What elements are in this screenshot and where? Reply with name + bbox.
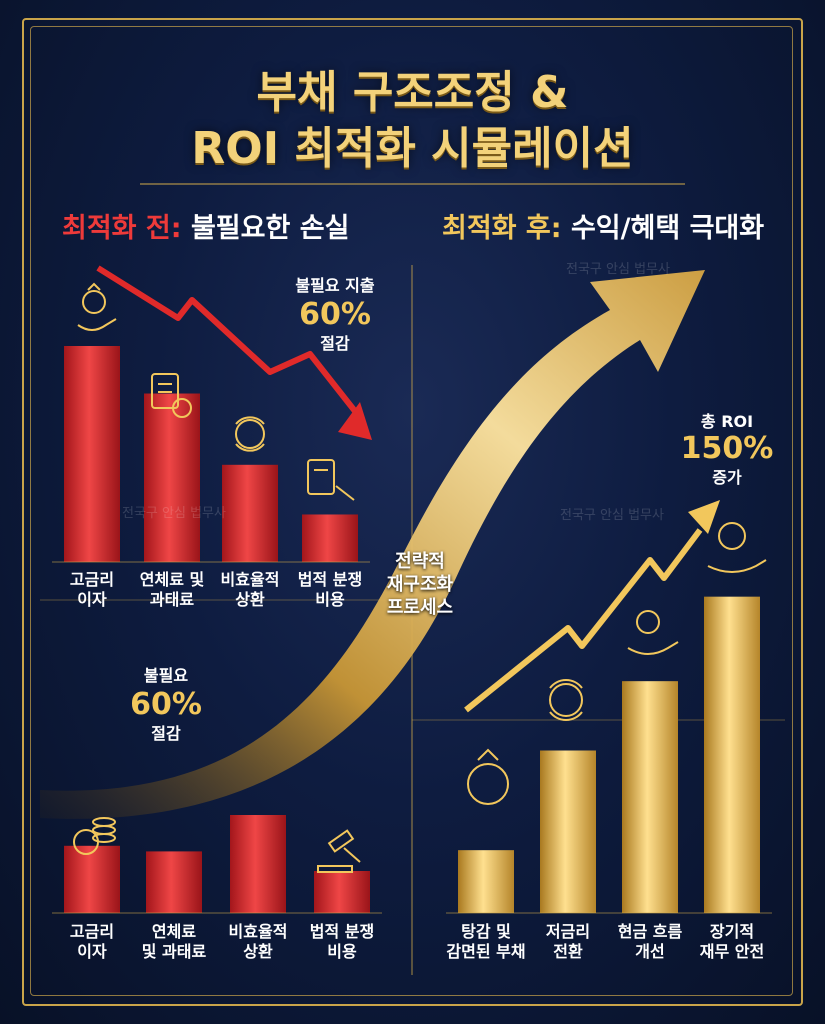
watermark-3: 전국구 안심 법무사 bbox=[560, 508, 664, 523]
rise-arrow bbox=[464, 528, 703, 713]
before-bottom-callout-post: 절감 bbox=[151, 724, 181, 743]
after-bar-3 bbox=[622, 681, 678, 913]
before-bottom-callout-pre: 불필요 bbox=[143, 666, 189, 685]
before-top-callout-post: 절감 bbox=[320, 334, 350, 353]
roi-callout-post: 증가 bbox=[712, 468, 742, 487]
decline-arrow-head bbox=[338, 402, 372, 440]
before-top-callout-value: 60% bbox=[299, 297, 371, 332]
before-bottom-bar-3 bbox=[230, 815, 286, 913]
before-bottom-bar-1 bbox=[64, 845, 120, 913]
inner-frame bbox=[30, 26, 793, 996]
after-bar-2 bbox=[540, 750, 596, 913]
coin-hand-icon bbox=[627, 610, 679, 655]
before-top-bar-4 bbox=[302, 514, 358, 562]
after-heading-tag: 최적화 후: bbox=[442, 213, 562, 244]
before-bottom-label-1: 고금리 이자 bbox=[69, 922, 115, 961]
before-bottom-bar-4 bbox=[314, 871, 370, 913]
legal-document-gavel-icon bbox=[307, 459, 355, 501]
dollar-hand-icon bbox=[707, 522, 767, 573]
before-heading-text: 불필요한 손실 bbox=[190, 213, 350, 244]
after-label-2: 저금리 전환 bbox=[545, 922, 591, 961]
watermark-1: 전국구 안심 법무사 bbox=[566, 262, 670, 277]
before-top-bar-1 bbox=[64, 346, 120, 562]
process-arrow bbox=[40, 270, 705, 819]
decline-arrow bbox=[96, 265, 361, 417]
before-top-bar-2 bbox=[144, 393, 200, 562]
after-label-3: 현금 흐름 개선 bbox=[617, 922, 683, 961]
after-heading: 최적화 후: 수익/혜택 극대화 bbox=[442, 206, 764, 245]
after-label-4: 장기적 재무 안전 bbox=[699, 922, 765, 961]
coin-cycle-icon bbox=[235, 416, 265, 452]
money-bag-hand-icon bbox=[77, 282, 117, 331]
before-heading: 최적화 전: 불필요한 손실 bbox=[62, 206, 349, 245]
before-top-bar-3 bbox=[222, 464, 278, 562]
title-line-1: 부채 구조조정 & bbox=[256, 67, 569, 118]
after-bar-4 bbox=[704, 596, 760, 913]
process-label: 전략적 재구조화 프로세스 bbox=[386, 551, 454, 618]
before-bottom-callout-value: 60% bbox=[130, 687, 202, 722]
after-label-1: 탕감 및 감면된 부채 bbox=[446, 922, 526, 961]
after-bar-1 bbox=[458, 850, 514, 913]
watermark-2: 전국구 안심 법무사 bbox=[122, 506, 226, 521]
gavel-icon bbox=[317, 829, 361, 873]
rise-arrow-head bbox=[688, 500, 720, 534]
before-bottom-label-3: 비효율적 상환 bbox=[228, 922, 288, 961]
after-heading-text: 수익/혜택 극대화 bbox=[570, 213, 765, 244]
yen-cycle-icon bbox=[549, 679, 583, 721]
roi-callout-pre: 총 ROI bbox=[700, 412, 754, 431]
before-top-label-4: 법적 분쟁 비용 bbox=[297, 570, 363, 609]
invoice-alert-icon bbox=[151, 373, 192, 418]
before-bottom-bar-2 bbox=[146, 851, 202, 913]
outer-frame bbox=[22, 18, 803, 1006]
before-top-label-1: 고금리 이자 bbox=[69, 570, 115, 609]
won-money-bag-icon bbox=[467, 748, 509, 805]
coin-stack-icon bbox=[73, 817, 116, 855]
before-top-label-3: 비효율적 상환 bbox=[220, 570, 280, 609]
before-bottom-label-2: 연체료 및 과태료 bbox=[141, 922, 207, 961]
roi-callout-value: 150% bbox=[680, 431, 774, 466]
before-top-label-2: 연체료 및 과태료 bbox=[139, 570, 205, 609]
before-top-callout-pre: 불필요 지출 bbox=[295, 276, 375, 295]
before-bottom-label-4: 법적 분쟁 비용 bbox=[309, 922, 375, 961]
title-line-2: ROI 최적화 시뮬레이션 bbox=[191, 123, 634, 174]
before-heading-tag: 최적화 전: bbox=[62, 213, 182, 244]
